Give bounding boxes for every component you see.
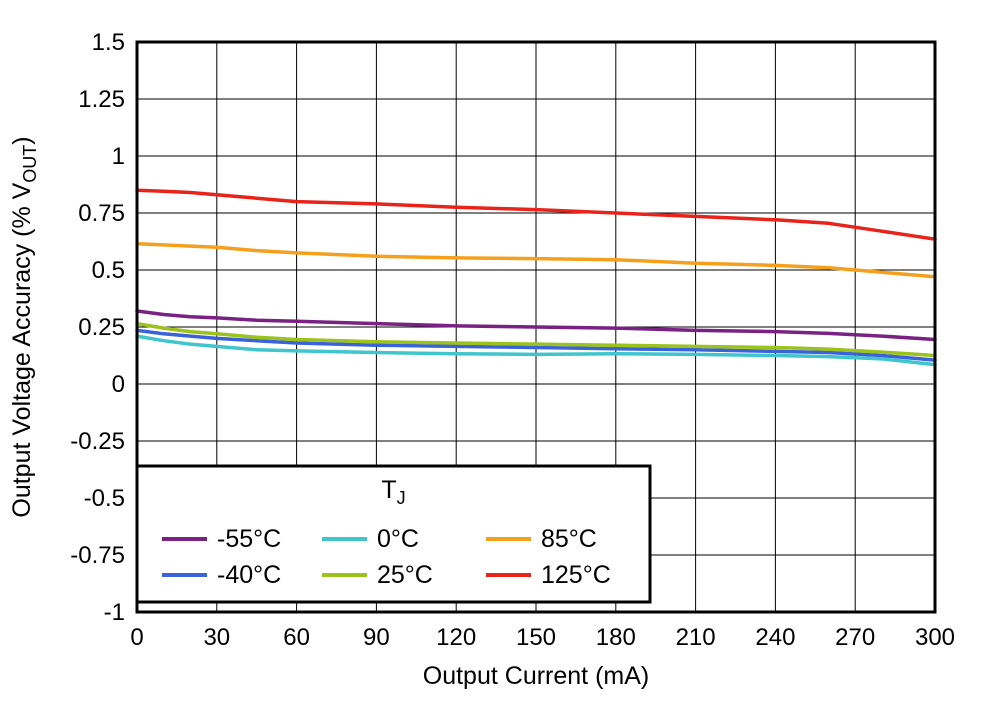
series-line-85°C bbox=[135, 242, 937, 279]
x-tick-label: 60 bbox=[283, 624, 310, 651]
y-tick-label: 0 bbox=[112, 371, 125, 398]
series-line-25°C bbox=[135, 321, 937, 358]
y-tick-label: 0.25 bbox=[78, 314, 125, 341]
y-tick-label: -0.75 bbox=[70, 542, 125, 569]
x-tick-label: 150 bbox=[516, 624, 556, 651]
series-line--40°C bbox=[135, 328, 937, 362]
y-tick-label: -0.25 bbox=[70, 428, 125, 455]
legend-label-25°C: 25°C bbox=[377, 561, 433, 589]
x-tick-label: 270 bbox=[835, 624, 875, 651]
y-tick-label: -1 bbox=[104, 599, 125, 626]
legend-label--40°C: -40°C bbox=[217, 561, 281, 589]
y-tick-label: -0.5 bbox=[84, 485, 125, 512]
series-line-0°C bbox=[135, 334, 937, 367]
x-tick-label: 120 bbox=[436, 624, 476, 651]
series-line-125°C bbox=[135, 188, 937, 241]
legend-label-125°C: 125°C bbox=[541, 561, 611, 589]
y-tick-label: 1 bbox=[112, 143, 125, 170]
legend-label-85°C: 85°C bbox=[541, 525, 597, 553]
y-tick-label: 1.5 bbox=[92, 29, 125, 56]
legend-title: TJ bbox=[381, 476, 405, 508]
x-tick-label: 210 bbox=[676, 624, 716, 651]
y-tick-label: 0.75 bbox=[78, 200, 125, 227]
series-line--55°C bbox=[135, 309, 937, 342]
legend-box bbox=[135, 464, 652, 604]
legend-label-0°C: 0°C bbox=[377, 525, 419, 553]
x-tick-label: 0 bbox=[130, 624, 143, 651]
x-tick-label: 240 bbox=[755, 624, 795, 651]
x-tick-label: 30 bbox=[203, 624, 230, 651]
y-axis-title: Output Voltage Accuracy (% VOUT) bbox=[8, 136, 40, 517]
y-tick-label: 0.5 bbox=[92, 257, 125, 284]
x-tick-label: 180 bbox=[596, 624, 636, 651]
y-tick-label: 1.25 bbox=[78, 86, 125, 113]
x-tick-label: 90 bbox=[363, 624, 390, 651]
x-axis-title: Output Current (mA) bbox=[423, 662, 649, 690]
x-tick-label: 300 bbox=[915, 624, 955, 651]
plot-border bbox=[135, 40, 937, 614]
legend-label--55°C: -55°C bbox=[217, 525, 281, 553]
